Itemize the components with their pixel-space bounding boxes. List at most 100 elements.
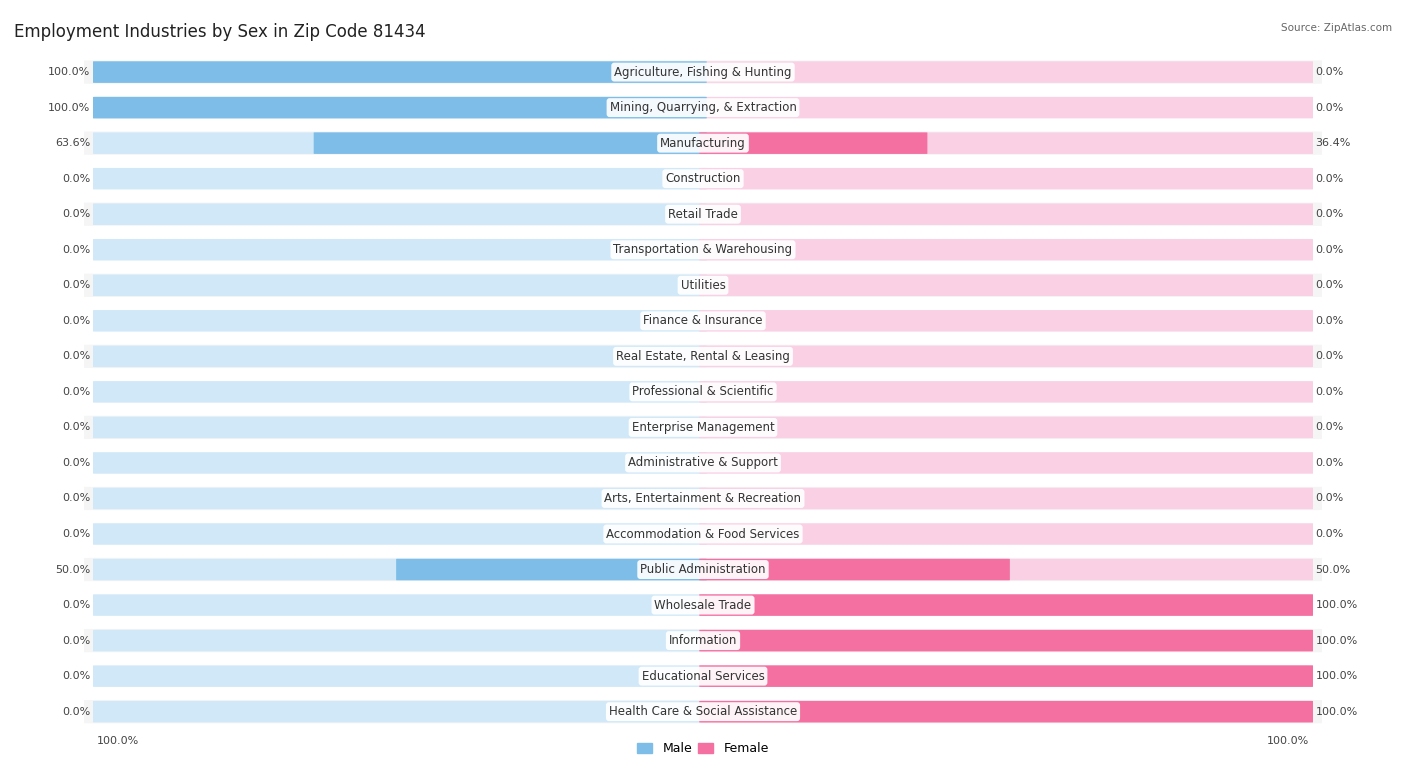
FancyBboxPatch shape: [314, 133, 707, 154]
Text: 0.0%: 0.0%: [62, 494, 90, 504]
Text: Enterprise Management: Enterprise Management: [631, 421, 775, 434]
Text: Source: ZipAtlas.com: Source: ZipAtlas.com: [1281, 23, 1392, 33]
Text: 100.0%: 100.0%: [1316, 707, 1358, 717]
FancyBboxPatch shape: [80, 629, 1326, 653]
FancyBboxPatch shape: [699, 630, 1313, 651]
Text: Wholesale Trade: Wholesale Trade: [654, 598, 752, 611]
FancyBboxPatch shape: [93, 630, 707, 651]
Text: 0.0%: 0.0%: [1316, 352, 1344, 362]
Text: Utilities: Utilities: [681, 279, 725, 292]
FancyBboxPatch shape: [699, 559, 1010, 580]
FancyBboxPatch shape: [699, 559, 1313, 580]
Text: Construction: Construction: [665, 172, 741, 185]
FancyBboxPatch shape: [699, 133, 928, 154]
Text: 100.0%: 100.0%: [1267, 736, 1309, 746]
Text: Health Care & Social Assistance: Health Care & Social Assistance: [609, 705, 797, 718]
Text: 0.0%: 0.0%: [62, 636, 90, 646]
Text: Manufacturing: Manufacturing: [661, 137, 745, 150]
FancyBboxPatch shape: [699, 452, 1313, 473]
FancyBboxPatch shape: [80, 274, 1326, 297]
Text: 0.0%: 0.0%: [62, 707, 90, 717]
FancyBboxPatch shape: [93, 61, 707, 83]
FancyBboxPatch shape: [93, 381, 707, 403]
FancyBboxPatch shape: [699, 345, 1313, 367]
Text: 0.0%: 0.0%: [62, 280, 90, 290]
Text: Mining, Quarrying, & Extraction: Mining, Quarrying, & Extraction: [610, 101, 796, 114]
FancyBboxPatch shape: [699, 168, 1313, 189]
Text: 0.0%: 0.0%: [62, 174, 90, 184]
FancyBboxPatch shape: [699, 417, 1313, 438]
FancyBboxPatch shape: [80, 380, 1326, 404]
Text: Arts, Entertainment & Recreation: Arts, Entertainment & Recreation: [605, 492, 801, 505]
FancyBboxPatch shape: [93, 417, 707, 438]
Text: Finance & Insurance: Finance & Insurance: [644, 314, 762, 327]
FancyBboxPatch shape: [699, 133, 1313, 154]
Text: 0.0%: 0.0%: [1316, 102, 1344, 113]
Text: Educational Services: Educational Services: [641, 670, 765, 683]
FancyBboxPatch shape: [93, 97, 707, 119]
FancyBboxPatch shape: [93, 701, 707, 722]
FancyBboxPatch shape: [80, 309, 1326, 332]
FancyBboxPatch shape: [699, 203, 1313, 225]
FancyBboxPatch shape: [80, 345, 1326, 368]
FancyBboxPatch shape: [93, 345, 707, 367]
Text: Professional & Scientific: Professional & Scientific: [633, 386, 773, 398]
FancyBboxPatch shape: [699, 487, 1313, 509]
Text: 0.0%: 0.0%: [62, 422, 90, 432]
FancyBboxPatch shape: [93, 665, 707, 687]
Text: 36.4%: 36.4%: [1316, 138, 1351, 148]
Text: Retail Trade: Retail Trade: [668, 208, 738, 220]
FancyBboxPatch shape: [93, 523, 707, 545]
Text: 63.6%: 63.6%: [55, 138, 90, 148]
Text: Information: Information: [669, 634, 737, 647]
Text: 0.0%: 0.0%: [1316, 210, 1344, 219]
Text: 0.0%: 0.0%: [1316, 494, 1344, 504]
Text: 0.0%: 0.0%: [1316, 387, 1344, 397]
FancyBboxPatch shape: [699, 61, 1313, 83]
Text: 0.0%: 0.0%: [1316, 280, 1344, 290]
FancyBboxPatch shape: [80, 96, 1326, 120]
Text: 100.0%: 100.0%: [48, 67, 90, 77]
FancyBboxPatch shape: [93, 61, 707, 83]
Text: 0.0%: 0.0%: [62, 458, 90, 468]
Text: 0.0%: 0.0%: [62, 671, 90, 681]
Text: Agriculture, Fishing & Hunting: Agriculture, Fishing & Hunting: [614, 66, 792, 78]
FancyBboxPatch shape: [699, 275, 1313, 296]
FancyBboxPatch shape: [80, 487, 1326, 510]
FancyBboxPatch shape: [93, 310, 707, 331]
Text: Administrative & Support: Administrative & Support: [628, 456, 778, 469]
Text: 100.0%: 100.0%: [1316, 600, 1358, 610]
Text: 100.0%: 100.0%: [48, 102, 90, 113]
FancyBboxPatch shape: [80, 61, 1326, 84]
FancyBboxPatch shape: [80, 238, 1326, 262]
FancyBboxPatch shape: [396, 559, 707, 580]
Text: Accommodation & Food Services: Accommodation & Food Services: [606, 528, 800, 541]
FancyBboxPatch shape: [699, 310, 1313, 331]
FancyBboxPatch shape: [699, 239, 1313, 261]
Text: 0.0%: 0.0%: [62, 387, 90, 397]
Text: Employment Industries by Sex in Zip Code 81434: Employment Industries by Sex in Zip Code…: [14, 23, 426, 41]
Text: 0.0%: 0.0%: [1316, 174, 1344, 184]
Text: 0.0%: 0.0%: [1316, 316, 1344, 326]
Text: 0.0%: 0.0%: [62, 316, 90, 326]
FancyBboxPatch shape: [93, 559, 707, 580]
FancyBboxPatch shape: [80, 700, 1326, 723]
FancyBboxPatch shape: [80, 594, 1326, 617]
FancyBboxPatch shape: [93, 97, 707, 119]
Text: 100.0%: 100.0%: [97, 736, 139, 746]
FancyBboxPatch shape: [80, 131, 1326, 154]
FancyBboxPatch shape: [699, 701, 1313, 722]
FancyBboxPatch shape: [93, 203, 707, 225]
Text: 0.0%: 0.0%: [62, 352, 90, 362]
Text: 50.0%: 50.0%: [1316, 565, 1351, 574]
FancyBboxPatch shape: [80, 167, 1326, 190]
FancyBboxPatch shape: [699, 523, 1313, 545]
FancyBboxPatch shape: [699, 665, 1313, 687]
FancyBboxPatch shape: [80, 203, 1326, 226]
Text: Real Estate, Rental & Leasing: Real Estate, Rental & Leasing: [616, 350, 790, 363]
Text: Public Administration: Public Administration: [640, 563, 766, 576]
Text: 0.0%: 0.0%: [1316, 458, 1344, 468]
FancyBboxPatch shape: [80, 664, 1326, 688]
FancyBboxPatch shape: [80, 558, 1326, 581]
FancyBboxPatch shape: [80, 522, 1326, 546]
